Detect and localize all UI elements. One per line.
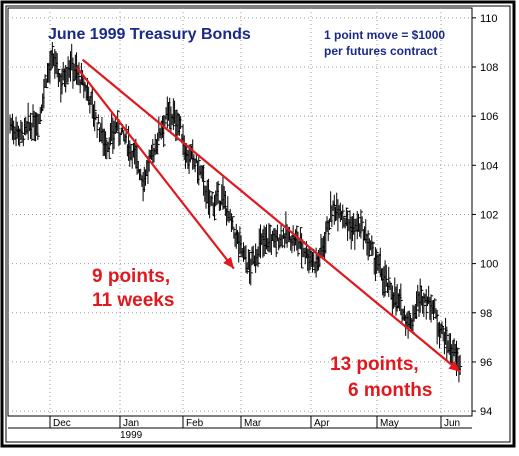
note-line-2: per futures contract [324, 44, 437, 58]
plot-area [7, 7, 473, 417]
x-tick-label: Mar [244, 418, 262, 429]
trendline-arrowhead-2 [448, 360, 461, 372]
note-line-1: 1 point move = $1000 [324, 28, 445, 42]
y-tick-label: 96 [480, 357, 492, 369]
trendline-arrowhead-1 [223, 256, 234, 269]
x-tick-label: Jun [444, 418, 460, 429]
trendline-1 [75, 66, 235, 270]
x-tick-label: Apr [314, 418, 330, 429]
annotation-13pts-line-2: 6 months [348, 380, 432, 401]
grid [8, 8, 472, 416]
annotation-9pts-line-2: 11 weeks [92, 290, 174, 311]
x-tick-label: Feb [186, 418, 204, 429]
y-tick-label: 94 [480, 406, 492, 418]
y-tick-label: 110 [480, 13, 498, 25]
y-tick-label: 104 [480, 160, 498, 172]
annotation-13pts-line-1: 13 points, [330, 354, 419, 375]
y-tick-label: 106 [480, 111, 498, 123]
x-tick-label: Jan [123, 418, 139, 429]
y-tick-label: 100 [480, 259, 498, 271]
y-tick-label: 98 [480, 308, 492, 320]
chart-title: June 1999 Treasury Bonds [48, 26, 251, 43]
trendline-2 [81, 58, 461, 373]
y-tick-label: 108 [480, 62, 498, 74]
year-label: 1999 [120, 430, 143, 441]
price-bars [9, 41, 463, 383]
y-axis: 94 96 98 100 102 104 106 108 110 [472, 13, 498, 418]
x-axis: Dec Jan Feb Mar Apr May Jun [8, 416, 472, 429]
x-tick-label: May [380, 418, 399, 429]
trendlines [75, 58, 461, 373]
y-tick-label: 102 [480, 209, 498, 221]
annotation-9pts-line-1: 9 points, [92, 266, 170, 287]
x-tick-label: Dec [53, 418, 71, 429]
